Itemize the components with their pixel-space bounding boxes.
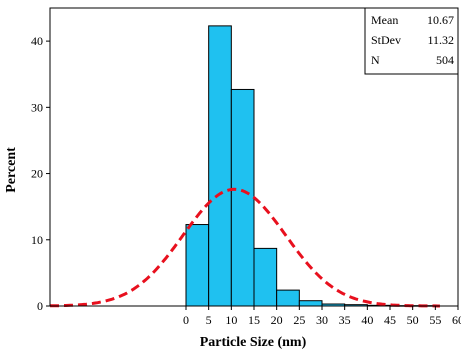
x-tick-label-11: 55 xyxy=(429,313,441,327)
x-tick-label-3: 15 xyxy=(248,313,260,327)
y-tick-label-4: 40 xyxy=(31,34,43,48)
y-axis-title: Percent xyxy=(4,147,19,193)
histogram-bar-3 xyxy=(253,247,278,307)
x-tick-label-10: 50 xyxy=(407,313,419,327)
stats-label-1: StDev xyxy=(371,33,401,47)
x-tick-label-9: 45 xyxy=(384,313,396,327)
x-tick-label-12: 60 xyxy=(452,313,461,327)
stats-value-2: 504 xyxy=(436,53,454,67)
histogram-bar-1 xyxy=(208,25,232,307)
x-tick-label-7: 35 xyxy=(339,313,351,327)
x-tick-label-8: 40 xyxy=(361,313,373,327)
stats-box: Mean 10.67 StDev 11.32 N 504 xyxy=(364,7,459,75)
y-tick-label-1: 10 xyxy=(31,233,43,247)
stats-value-0: 10.67 xyxy=(427,13,454,27)
stats-value-1: 11.32 xyxy=(427,33,454,47)
x-axis-title: Particle Size (nm) xyxy=(200,335,307,350)
y-tick-label-2: 20 xyxy=(31,167,43,181)
x-tick-label-4: 20 xyxy=(271,313,283,327)
y-tick-label-0: 0 xyxy=(37,299,43,313)
x-tick-label-2: 10 xyxy=(225,313,237,327)
normal-fit-curve xyxy=(50,187,440,308)
y-tick-label-3: 30 xyxy=(31,100,43,114)
x-tick-label-0: 0 xyxy=(183,313,189,327)
stats-box-frame xyxy=(364,7,459,75)
x-tick-label-5: 25 xyxy=(293,313,305,327)
curve-layer xyxy=(50,187,440,308)
histogram-bar-5 xyxy=(298,300,323,307)
histogram-bar-4 xyxy=(276,289,300,307)
histogram-bar-2 xyxy=(230,88,255,307)
x-tick-label-6: 30 xyxy=(316,313,328,327)
x-tick-label-1: 5 xyxy=(206,313,212,327)
stats-label-0: Mean xyxy=(371,13,398,27)
histogram-bar-0 xyxy=(185,224,210,307)
stats-label-2: N xyxy=(371,53,380,67)
axes-layer: 0 10 20 30 40 0 5 10 15 20 25 30 35 40 45 50 55 60 xyxy=(31,7,461,327)
